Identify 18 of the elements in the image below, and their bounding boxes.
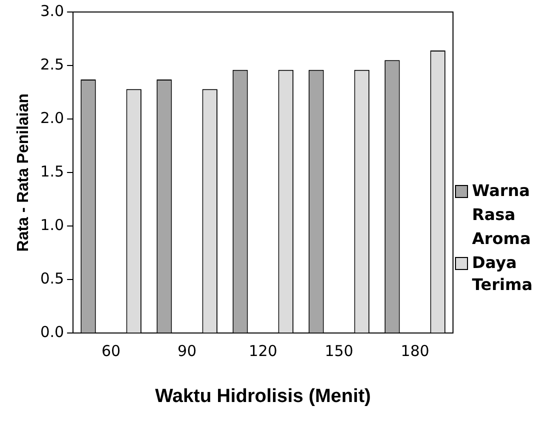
legend-label: Daya Terima [472,252,534,296]
y-tick-label: 3.0 [40,2,64,20]
y-tick-label: 1.5 [40,162,64,180]
x-axis-title: Waktu Hidrolisis (Menit) [155,386,371,407]
x-tick-label: 60 [102,342,121,360]
y-tick-label: 2.0 [40,108,64,127]
x-tick-label: 120 [248,342,278,360]
y-tick-label: 0.5 [40,270,64,288]
y-axis-title: Rata - Rata Penilaian [15,93,32,252]
y-tick-label: 1.0 [40,216,64,234]
y-tick-label: 0.0 [40,323,64,342]
x-tick-label: 180 [400,342,430,360]
text: Rasa [472,204,516,226]
y-tick-label: 2.5 [40,55,64,74]
text: Aroma [472,228,531,250]
x-tick-label: 150 [324,342,354,360]
x-tick-label: 90 [177,342,197,360]
legend-label: Warna [472,180,530,202]
